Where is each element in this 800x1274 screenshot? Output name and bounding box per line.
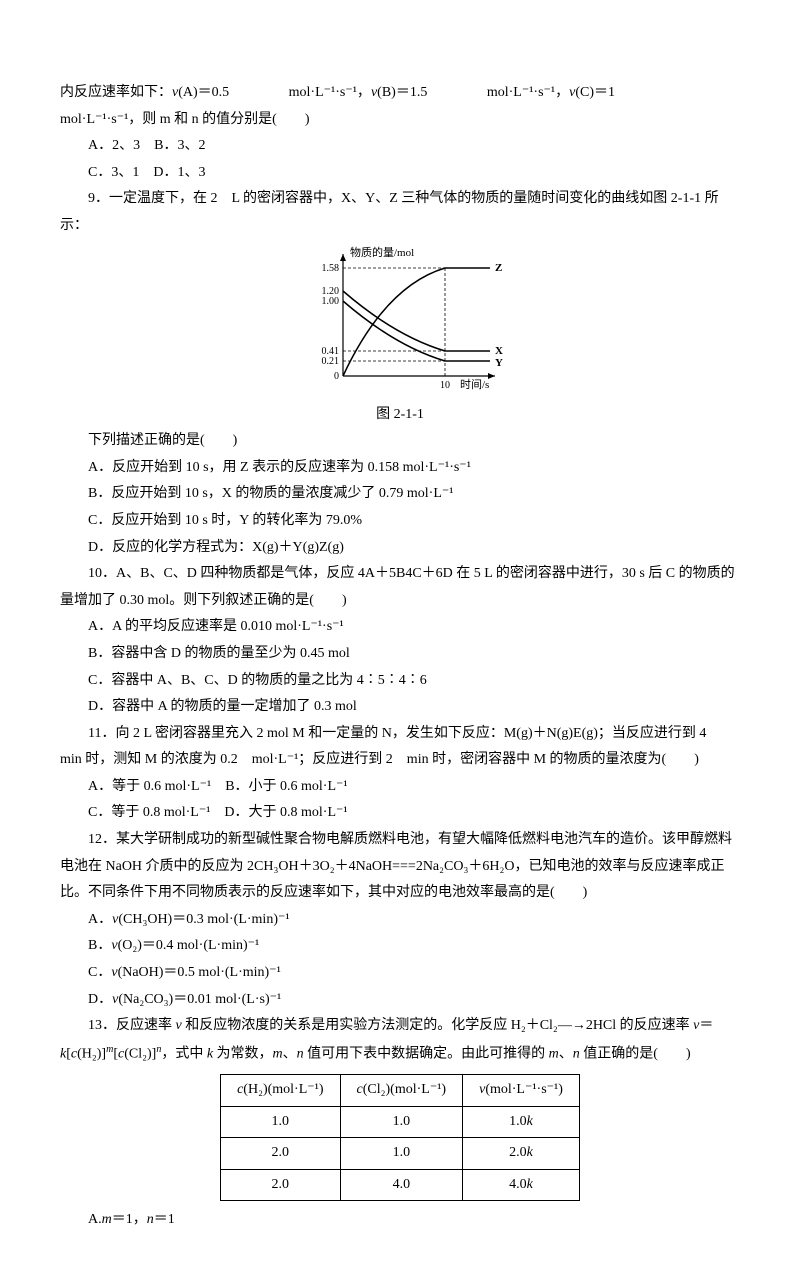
q9-prompt: 下列描述正确的是( ) (60, 428, 740, 455)
q12-d-pre: D． (88, 992, 112, 1007)
q12-a-pre: A． (88, 912, 112, 927)
q11-opt-ab: A．等于 0.6 mol·L⁻¹ B．小于 0.6 mol·L⁻¹ (60, 774, 740, 801)
q10-opt-d: D．容器中 A 的物质的量一定增加了 0.3 mol (60, 694, 740, 721)
q10-opt-c: C．容器中 A、B、C、D 的物质的量之比为 4∶5∶4∶6 (60, 668, 740, 695)
q12-opt-a: A．v(CH₃OH)＝0.3 mol·(L·min)⁻¹ (60, 907, 740, 934)
ytick-0.21: 0.21 (322, 356, 340, 367)
q13-stem: 13．反应速率 v 和反应物浓度的关系是用实验方法测定的。化学反应 H₂＋Cl₂… (60, 1013, 740, 1068)
figure-caption: 图 2-1-1 (60, 402, 740, 429)
q12-opt-d: D．v(Na₂CO₃)＝0.01 mol·(L·s)⁻¹ (60, 987, 740, 1014)
q9-opt-d: D．反应的化学方程式为：X(g)＋Y(g)Z(g) (60, 535, 740, 562)
q10-opt-a: A．A 的平均反应速率是 0.010 mol·L⁻¹·s⁻¹ (60, 614, 740, 641)
table-row: 2.0 1.0 2.0k (221, 1138, 580, 1170)
q8-opt-cd: C．3、1 D．1、3 (60, 160, 740, 187)
ytick-0: 0 (334, 371, 339, 382)
chart-svg: 1.58 1.20 1.00 0.41 0.21 0 10 Z X Y 物质的量… (295, 246, 505, 396)
q12-opt-c: C．v(NaOH)＝0.5 mol·(L·min)⁻¹ (60, 960, 740, 987)
curve-label-z: Z (495, 262, 502, 274)
y-axis-label: 物质的量/mol (350, 246, 414, 259)
q10-stem: 10．A、B、C、D 四种物质都是气体，反应 4A＋5B4C＋6D 在 5 L … (60, 561, 740, 614)
q8-opt-ab: A．2、3 B．3、2 (60, 133, 740, 160)
chart-figure: 1.58 1.20 1.00 0.41 0.21 0 10 Z X Y 物质的量… (60, 246, 740, 396)
table-row: 2.0 4.0 4.0k (221, 1169, 580, 1201)
curve-label-x: X (495, 345, 503, 357)
q8-unit2: mol·L⁻¹·s⁻¹， (483, 85, 569, 100)
ytick-1.58: 1.58 (322, 263, 340, 274)
ytick-1.00: 1.00 (322, 296, 340, 307)
x-axis-label: 时间/s (460, 378, 489, 391)
q11-opt-cd: C．等于 0.8 mol·L⁻¹ D．大于 0.8 mol·L⁻¹ (60, 800, 740, 827)
q12-c-txt: (NaOH)＝0.5 mol·(L·min)⁻¹ (118, 965, 281, 980)
q13-table: c(H₂)(mol·L⁻¹) c(Cl₂)(mol·L⁻¹) v(mol·L⁻¹… (220, 1074, 580, 1201)
q8-intro: 内反应速率如下： (60, 85, 172, 100)
q12-b-pre: B． (88, 938, 111, 953)
q12-d-txt: (Na₂CO₃)＝0.01 mol·(L·s)⁻¹ (118, 992, 281, 1007)
q11-stem: 11．向 2 L 密闭容器里充入 2 mol M 和一定量的 N，发生如下反应：… (60, 721, 740, 774)
table-row: 1.0 1.0 1.0k (221, 1106, 580, 1138)
q12-a-txt: (CH₃OH)＝0.3 mol·(L·min)⁻¹ (118, 912, 289, 927)
q8-line2: mol·L⁻¹·s⁻¹，则 m 和 n 的值分别是( ) (60, 107, 740, 134)
q12-c-pre: C． (88, 965, 111, 980)
q8-vb-txt: (B)＝1.5 (377, 85, 427, 100)
q9-opt-c: C．反应开始到 10 s 时，Y 的转化率为 79.0% (60, 508, 740, 535)
q13-opt-a: A.m＝1，n＝1 (60, 1207, 740, 1234)
q12-opt-b: B．v(O₂)＝0.4 mol·(L·min)⁻¹ (60, 933, 740, 960)
q8-vc-txt: (C)＝1 (575, 85, 615, 100)
table-row: c(H₂)(mol·L⁻¹) c(Cl₂)(mol·L⁻¹) v(mol·L⁻¹… (221, 1075, 580, 1107)
q12-b-txt: (O₂)＝0.4 mol·(L·min)⁻¹ (118, 938, 260, 953)
q10-opt-b: B．容器中含 D 的物质的量至少为 0.45 mol (60, 641, 740, 668)
q12-stem: 12．某大学研制成功的新型碱性聚合物电解质燃料电池，有望大幅降低燃料电池汽车的造… (60, 827, 740, 907)
xtick-10: 10 (440, 380, 450, 391)
q9-stem: 9．一定温度下，在 2 L 的密闭容器中，X、Y、Z 三种气体的物质的量随时间变… (60, 186, 740, 239)
q9-opt-b: B．反应开始到 10 s，X 的物质的量浓度减少了 0.79 mol·L⁻¹ (60, 481, 740, 508)
q9-opt-a: A．反应开始到 10 s，用 Z 表示的反应速率为 0.158 mol·L⁻¹·… (60, 455, 740, 482)
q8-line1: 内反应速率如下：v(A)＝0.5 mol·L⁻¹·s⁻¹，v(B)＝1.5 mo… (60, 80, 740, 107)
curve-label-y: Y (495, 357, 503, 369)
q8-va-txt: (A)＝0.5 (178, 85, 229, 100)
q8-unit1: mol·L⁻¹·s⁻¹， (285, 85, 371, 100)
